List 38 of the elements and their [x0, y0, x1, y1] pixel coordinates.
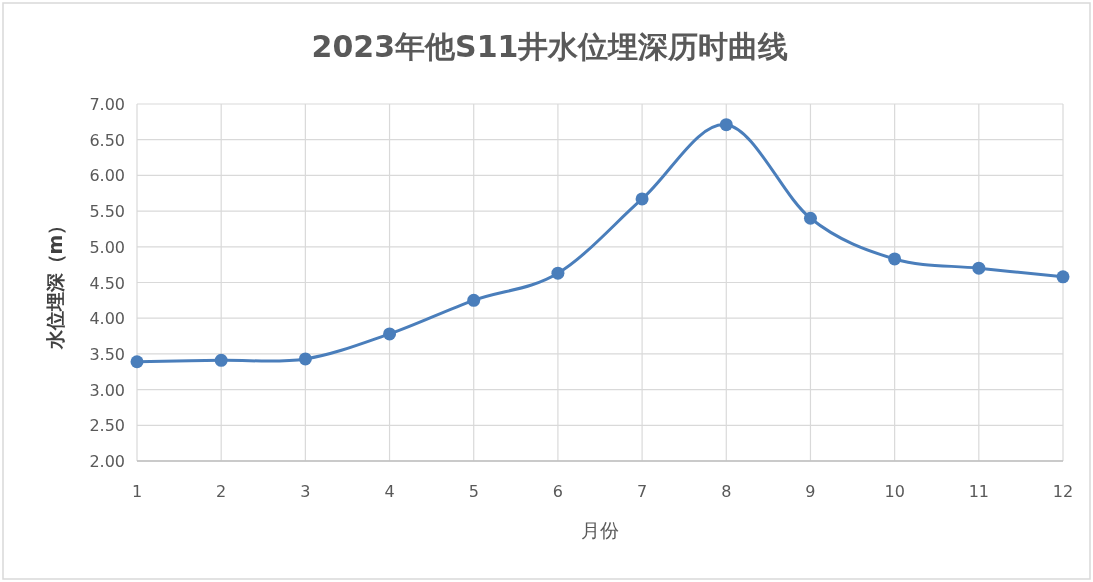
y-tick-label: 4.00: [89, 309, 125, 329]
y-tick-label: 3.50: [89, 344, 125, 364]
title: 2023年他S11井水位埋深历时曲线: [311, 29, 789, 64]
x-tick-label: 7: [637, 482, 648, 501]
point: [130, 355, 144, 369]
point: [383, 327, 397, 341]
point: [1056, 270, 1070, 284]
x-tick-label: 6: [552, 482, 563, 501]
point: [972, 261, 986, 275]
x-tick-label: 11: [968, 482, 989, 501]
x-tick-label: 9: [805, 482, 816, 501]
y-tick-label: 3.00: [89, 380, 125, 400]
point: [214, 353, 228, 367]
y-tick-label: 6.50: [89, 130, 125, 150]
y-tick-label: 2.00: [89, 452, 125, 471]
x-tick-label: 12: [1052, 482, 1074, 501]
point: [719, 118, 733, 132]
point: [551, 266, 565, 280]
y-tick-label: 4.50: [89, 273, 125, 293]
x-tick-label: 4: [384, 482, 395, 501]
y-tick-label: 5.50: [89, 202, 125, 222]
point: [888, 252, 902, 266]
x-tick-label: 2: [216, 482, 227, 501]
point: [467, 293, 481, 307]
y-tick-label: 6.00: [89, 166, 125, 186]
point: [298, 352, 312, 366]
x-tick-label: 5: [468, 482, 479, 501]
x-tick-label: 8: [721, 482, 732, 501]
x-tick-label: 3: [300, 482, 311, 501]
x-tick-label: 10: [884, 482, 905, 501]
point: [803, 211, 817, 225]
point: [635, 192, 649, 206]
y-tick-label: 2.50: [89, 416, 125, 436]
x-tick-label: 1: [131, 482, 143, 501]
y-tick-label: 5.00: [89, 237, 125, 257]
y-axis-title: 水位埋深（m）: [44, 215, 66, 351]
x-axis-title: 月份: [581, 519, 619, 541]
y-tick-label: 7.00: [89, 95, 125, 114]
